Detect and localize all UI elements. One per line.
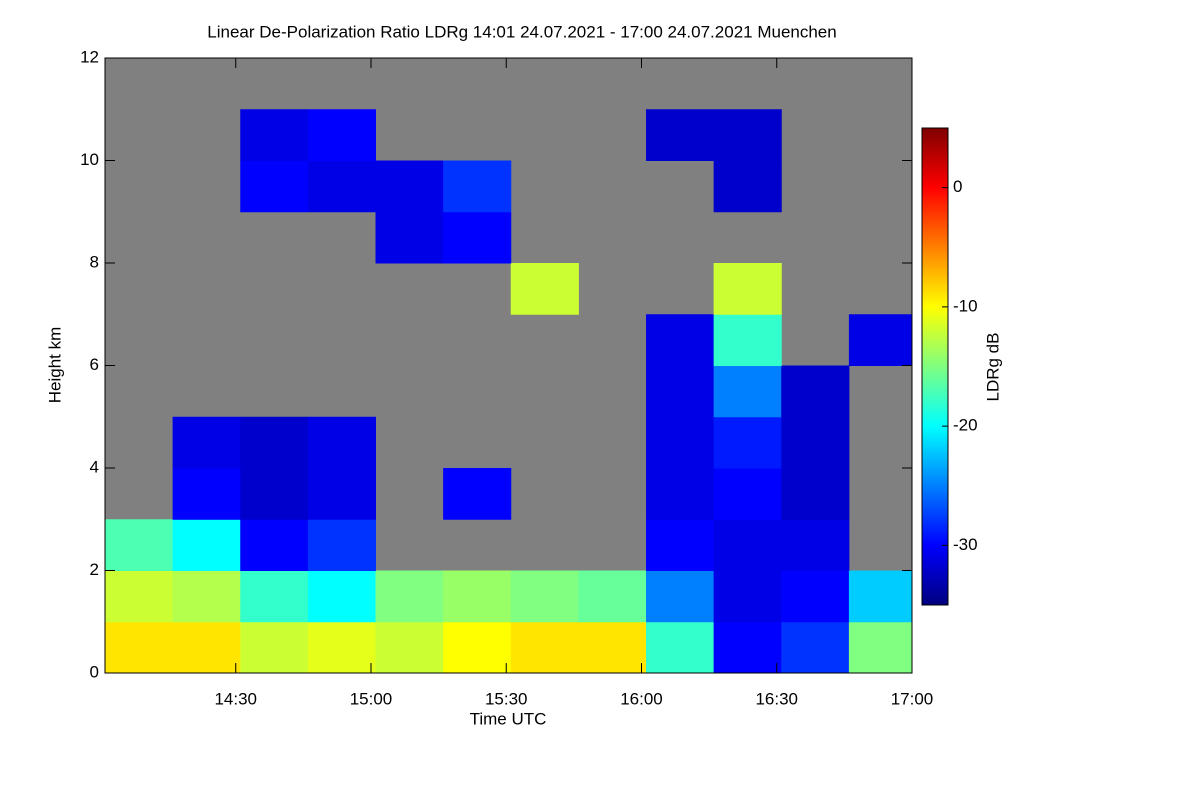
heatmap-cell [646, 109, 715, 161]
heatmap-cell [781, 416, 850, 469]
heatmap-cell [781, 519, 850, 571]
heatmap-cell [375, 570, 444, 623]
heatmap-cell [646, 621, 715, 674]
heatmap-cell [443, 621, 512, 674]
colorbar-tick-label: -20 [953, 416, 978, 435]
heatmap-cell [307, 468, 377, 520]
heatmap-cell [375, 160, 444, 213]
heatmap-cell [848, 314, 913, 366]
x-tick-label: 14:30 [214, 689, 257, 708]
heatmap-cell [713, 109, 782, 161]
heatmap-cell [646, 314, 715, 366]
heatmap-cell [172, 621, 241, 674]
heatmap-cell [646, 365, 715, 418]
colorbar-tick-label: -10 [953, 296, 978, 315]
y-tick-label: 8 [90, 252, 99, 271]
heatmap-cell [578, 570, 647, 623]
heatmap-cell [105, 519, 174, 571]
heatmap-cell [713, 160, 782, 213]
heatmap-cell [848, 621, 913, 674]
heatmap-cell [781, 365, 850, 418]
x-tick-label: 15:00 [350, 689, 393, 708]
y-tick-label: 10 [80, 150, 99, 169]
heatmap-cell [307, 109, 377, 161]
heatmap-cell [646, 416, 715, 469]
heatmap-cell [781, 468, 850, 520]
heatmap-cell [848, 570, 913, 623]
x-tick-label: 16:00 [620, 689, 663, 708]
heatmap-cell [578, 621, 647, 674]
colorbar-tick-label: 0 [953, 177, 962, 196]
colorbar-label: LDRg dB [983, 333, 1002, 402]
heatmap-cell [240, 570, 309, 623]
heatmap-cell [713, 365, 782, 418]
heatmap-cell [443, 468, 512, 520]
heatmap-cell [240, 519, 309, 571]
heatmap-cell [240, 109, 309, 161]
heatmap-cell [105, 570, 174, 623]
heatmap-cell [240, 621, 309, 674]
y-tick-label: 12 [80, 47, 99, 66]
heatmap-cell [105, 621, 174, 674]
y-axis-label: Height km [45, 327, 64, 404]
heatmap-cell [781, 570, 850, 623]
colorbar [921, 127, 949, 606]
heatmap-cell [172, 570, 241, 623]
heatmap-cell [240, 160, 309, 213]
heatmap-cell [713, 468, 782, 520]
heatmap-cell [443, 211, 512, 264]
y-tick-label: 6 [90, 355, 99, 374]
x-tick-label: 15:30 [485, 689, 528, 708]
heatmap-cell [307, 621, 377, 674]
heatmap-cell [713, 570, 782, 623]
heatmap-cell [307, 570, 377, 623]
heatmap-cell [713, 621, 782, 674]
heatmap-cell [646, 570, 715, 623]
heatmap-cell [510, 570, 579, 623]
heatmap-cell [713, 263, 782, 315]
x-axis-label: Time UTC [470, 709, 547, 728]
heatmap-cell [713, 519, 782, 571]
heatmap-cell [172, 416, 241, 469]
heatmap-cell [375, 211, 444, 264]
x-tick-label: 17:00 [891, 689, 934, 708]
heatmap-cell [443, 160, 512, 213]
y-tick-label: 2 [90, 560, 99, 579]
heatmap-cell [781, 621, 850, 674]
heatmap-cell [510, 263, 579, 315]
heatmap-cell [307, 416, 377, 469]
chart-title: Linear De-Polarization Ratio LDRg 14:01 … [207, 22, 836, 41]
heatmap-cell [172, 468, 241, 520]
heatmap-cell [443, 570, 512, 623]
colorbar-tick-label: -30 [953, 535, 978, 554]
y-tick-label: 4 [90, 457, 99, 476]
heatmap-cell [713, 314, 782, 366]
y-tick-label: 0 [90, 662, 99, 681]
heatmap-cell [646, 468, 715, 520]
heatmap-cell [510, 621, 579, 674]
heatmap-cell [307, 519, 377, 571]
heatmap-cell [646, 519, 715, 571]
heatmap-cell [375, 621, 444, 674]
heatmap-cell [172, 519, 241, 571]
heatmap-cell [713, 416, 782, 469]
x-tick-label: 16:30 [755, 689, 798, 708]
heatmap-cell [307, 160, 377, 213]
heatmap-cell [240, 416, 309, 469]
heatmap-cell [240, 468, 309, 520]
